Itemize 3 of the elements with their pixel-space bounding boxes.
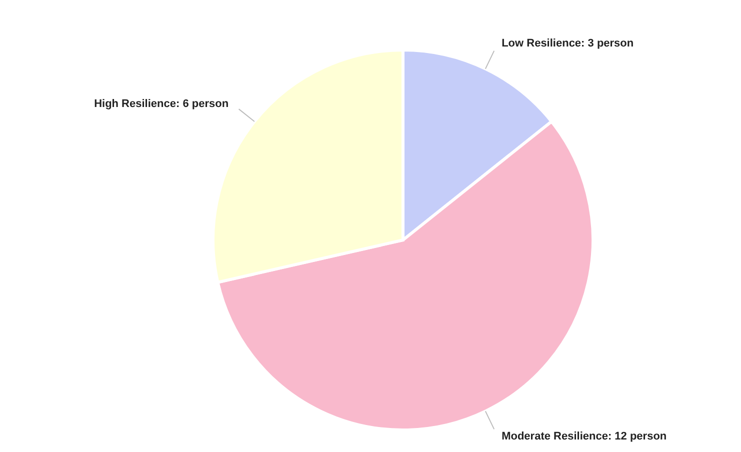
slice-label: Low Resilience: 3 person bbox=[502, 38, 634, 50]
slice-label: Moderate Resilience: 12 person bbox=[502, 430, 667, 442]
slice-label: High Resilience: 6 person bbox=[94, 98, 229, 110]
